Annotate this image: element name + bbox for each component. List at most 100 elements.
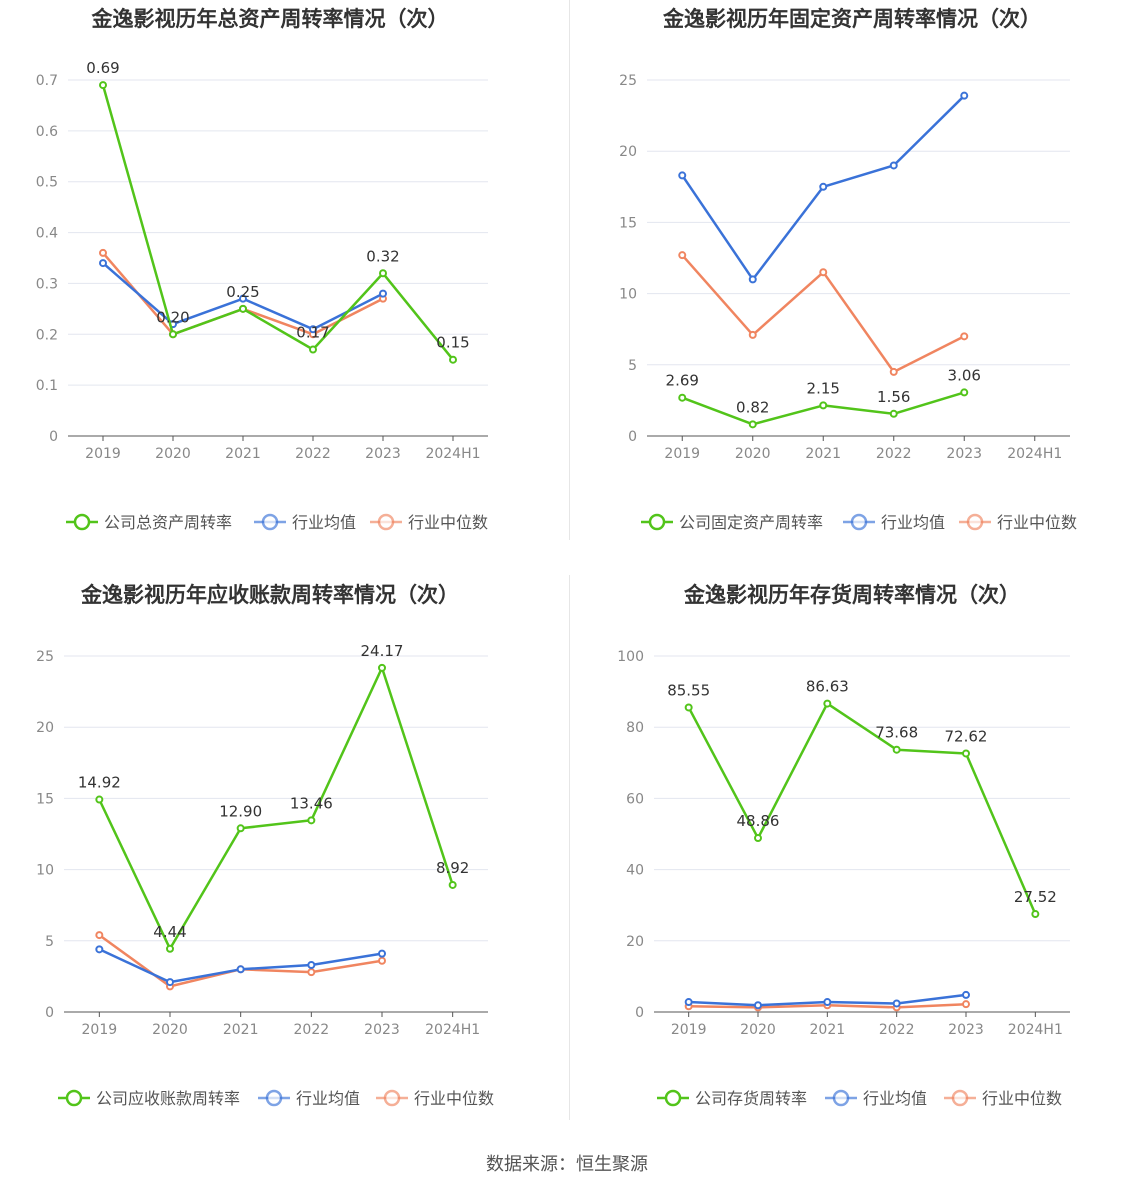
x-tick-label: 2019 xyxy=(671,1022,707,1038)
x-tick-label: 2023 xyxy=(365,446,401,462)
legend-label: 公司总资产周转率 xyxy=(104,513,232,532)
data-label: 86.63 xyxy=(806,678,849,696)
chart-title: 金逸影视历年存货周转率情况（次） xyxy=(683,583,1020,607)
legend-item-median[interactable]: 行业中位数 xyxy=(376,1089,494,1108)
legend-item-company[interactable]: 公司固定资产周转率 xyxy=(641,513,823,532)
data-point-median xyxy=(748,330,757,339)
data-label: 0.17 xyxy=(296,324,329,342)
y-tick-label: 0.5 xyxy=(36,175,58,191)
data-point-company xyxy=(309,345,317,354)
data-point-company xyxy=(962,749,970,758)
y-tick-label: 0 xyxy=(45,1005,54,1021)
x-tick-label: 2023 xyxy=(364,1022,400,1038)
data-point-median xyxy=(95,931,104,940)
data-point-avg xyxy=(99,259,107,268)
x-tick-label: 2020 xyxy=(735,446,771,462)
y-tick-label: 0 xyxy=(628,429,637,445)
data-label: 2.69 xyxy=(666,372,699,390)
x-tick-label: 2020 xyxy=(155,446,191,462)
panel-divider xyxy=(569,0,570,540)
data-label: 48.86 xyxy=(737,812,780,830)
y-tick-label: 5 xyxy=(45,934,54,950)
legend-item-median[interactable]: 行业中位数 xyxy=(944,1089,1062,1108)
data-label: 4.44 xyxy=(153,923,186,941)
data-point-median xyxy=(819,268,828,277)
data-point-company xyxy=(239,304,247,313)
legend-item-company[interactable]: 公司存货周转率 xyxy=(657,1089,807,1108)
legend-marker-icon xyxy=(966,513,984,531)
legend-marker-icon xyxy=(265,1089,283,1107)
data-label: 85.55 xyxy=(667,681,710,699)
data-point-company xyxy=(169,330,177,339)
legend-marker-icon xyxy=(377,513,395,531)
data-point-median xyxy=(678,251,687,260)
legend-item-company[interactable]: 公司应收账款周转率 xyxy=(58,1089,240,1108)
x-tick-label: 2021 xyxy=(810,1022,846,1038)
legend-item-avg[interactable]: 行业均值 xyxy=(825,1089,927,1108)
y-tick-label: 10 xyxy=(36,863,54,879)
data-point-avg xyxy=(236,965,245,974)
data-label: 72.62 xyxy=(945,727,988,745)
y-tick-label: 80 xyxy=(626,720,644,736)
data-point-avg xyxy=(889,161,898,170)
legend-marker-icon xyxy=(648,513,666,531)
x-tick-label: 2024H1 xyxy=(1007,446,1062,462)
data-point-avg xyxy=(892,999,901,1008)
y-tick-label: 40 xyxy=(626,863,644,879)
legend-marker-icon xyxy=(951,1089,969,1107)
legend-marker-icon xyxy=(850,513,868,531)
x-tick-label: 2022 xyxy=(879,1022,915,1038)
legend-item-avg[interactable]: 行业均值 xyxy=(254,513,356,532)
data-point-company xyxy=(1031,910,1040,919)
data-label: 14.92 xyxy=(78,774,121,792)
legend-marker-icon xyxy=(383,1089,401,1107)
data-label: 0.15 xyxy=(436,334,469,352)
x-tick-label: 2021 xyxy=(805,446,841,462)
legend-label: 行业中位数 xyxy=(997,513,1077,532)
data-label: 0.82 xyxy=(736,398,769,416)
legend-label: 行业均值 xyxy=(863,1089,927,1108)
data-point-company xyxy=(448,880,457,889)
data-label: 13.46 xyxy=(290,794,333,812)
legend-label: 行业中位数 xyxy=(414,1089,494,1108)
data-point-company xyxy=(889,409,898,418)
data-point-company xyxy=(960,388,969,397)
data-label: 0.69 xyxy=(86,59,119,77)
chart-group: 金逸影视历年存货周转率情况（次） 0 20 40 60 80 100 2019 2020 2021… xyxy=(617,583,1070,1108)
chart-title: 金逸影视历年固定资产周转率情况（次） xyxy=(662,7,1041,31)
data-point-company xyxy=(379,269,387,278)
data-point-avg xyxy=(684,998,693,1007)
data-point-avg xyxy=(678,171,687,180)
legend-item-avg[interactable]: 行业均值 xyxy=(843,513,945,532)
legend-item-median[interactable]: 行业中位数 xyxy=(370,513,488,532)
x-tick-label: 2020 xyxy=(152,1022,188,1038)
data-label: 73.68 xyxy=(875,724,918,742)
x-tick-label: 2019 xyxy=(85,446,121,462)
x-tick-label: 2022 xyxy=(294,1022,330,1038)
data-label: 8.92 xyxy=(436,859,469,877)
data-point-company xyxy=(236,824,245,833)
panel-divider xyxy=(569,575,570,1120)
data-point-avg xyxy=(379,289,387,298)
chart-group: 金逸影视历年应收账款周转率情况（次） 0 5 10 15 20 25 2019 2020 2021… xyxy=(36,583,494,1108)
y-tick-label: 15 xyxy=(619,215,637,231)
data-label: 1.56 xyxy=(877,388,910,406)
y-tick-label: 25 xyxy=(619,73,637,89)
y-tick-label: 60 xyxy=(626,791,644,807)
y-tick-label: 100 xyxy=(617,649,644,665)
series-line-company xyxy=(98,666,454,951)
data-point-avg xyxy=(960,91,969,100)
legend-item-company[interactable]: 公司总资产周转率 xyxy=(66,513,232,532)
legend-item-median[interactable]: 行业中位数 xyxy=(959,513,1077,532)
source-note: 数据来源：恒生聚源 xyxy=(486,1154,648,1175)
data-point-avg xyxy=(962,990,970,999)
y-tick-label: 20 xyxy=(36,720,54,736)
data-point-avg xyxy=(239,294,247,303)
legend-item-avg[interactable]: 行业均值 xyxy=(258,1089,360,1108)
x-tick-label: 2023 xyxy=(946,446,982,462)
data-point-company xyxy=(678,393,687,402)
y-tick-label: 0.2 xyxy=(36,327,58,343)
data-point-company xyxy=(823,699,832,708)
data-point-avg xyxy=(307,961,316,970)
